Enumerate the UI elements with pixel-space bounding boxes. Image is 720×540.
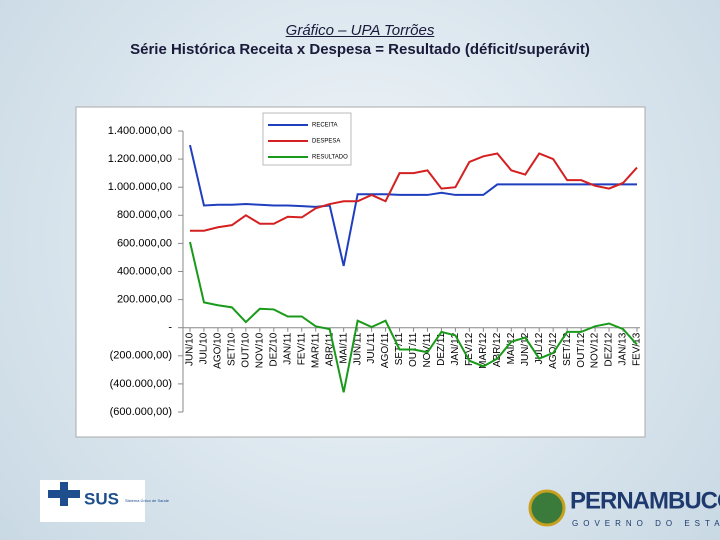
chart-area: [75, 106, 646, 438]
series-line: [189, 144, 637, 267]
x-tick-label: JUN/10: [185, 332, 196, 366]
sus-logo-box: [40, 480, 145, 522]
x-tick-label: JAN/12: [450, 332, 461, 365]
x-tick-label: FEV/11: [296, 332, 307, 365]
x-tick-label: ABR/12: [492, 332, 503, 367]
x-tick-label: AGO/11: [380, 332, 391, 368]
x-tick-label: MAR/11: [310, 332, 321, 368]
x-tick-label: NOV/10: [254, 332, 265, 368]
chart-subtitle: Série Histórica Receita x Despesa = Resu…: [130, 41, 590, 58]
x-tick-label: AGO/10: [213, 332, 224, 369]
series-line: [190, 152, 638, 232]
y-tick-label: (400.000,00): [110, 378, 172, 390]
y-tick-label: 1.400.000,00: [108, 125, 172, 137]
x-tick-label: DEZ/10: [268, 332, 279, 366]
x-tick-label: FEV/12: [464, 332, 475, 366]
x-tick-label: DEZ/12: [604, 332, 615, 366]
legend-label: DESPESA: [312, 139, 340, 145]
x-tick-label: JAN/11: [282, 332, 293, 364]
sus-caption: Sistema Único de Saúde: [125, 498, 170, 503]
y-tick-label: 1.000.000,00: [108, 181, 172, 193]
state-emblem: [528, 489, 566, 527]
x-tick-label: JUL/10: [199, 332, 210, 364]
y-tick-label: 200.000,00: [117, 294, 172, 306]
pernambuco-caption: GOVERNO DO ESTADO: [572, 519, 720, 528]
x-tick-label: JUL/12: [534, 332, 545, 364]
sus-logo-text: SUS: [84, 489, 119, 508]
x-tick-label: DEZ/11: [436, 332, 447, 366]
legend-label: RECEITA: [312, 123, 338, 129]
x-tick-label: JAN/13: [618, 332, 629, 365]
y-tick-label: (200.000,00): [110, 350, 172, 362]
y-tick-label: -: [168, 322, 172, 334]
x-tick-label: NOV/11: [422, 332, 433, 367]
x-tick-label: NOV/12: [590, 332, 601, 368]
y-tick-label: 800.000,00: [117, 209, 172, 221]
x-tick-label: ABR/11: [324, 332, 335, 366]
sus-cross: [48, 482, 80, 506]
x-tick-label: JUL/11: [366, 332, 377, 363]
pernambuco-logo: PERNAMBUCO: [570, 487, 720, 514]
x-tick-label: OUT/10: [241, 332, 252, 367]
x-tick-label: AGO/12: [548, 332, 559, 369]
x-tick-label: JUN/11: [352, 332, 363, 365]
x-tick-label: MAI/12: [506, 332, 517, 364]
x-tick-label: MAR/12: [478, 332, 489, 369]
y-tick-label: 600.000,00: [117, 237, 172, 249]
x-tick-label: FEV/13: [632, 332, 643, 366]
legend-label: RESULTADO: [312, 155, 348, 161]
y-tick-label: (600.000,00): [110, 406, 172, 418]
y-tick-label: 1.200.000,00: [108, 153, 172, 165]
chart-title: Gráfico – UPA Torrões: [285, 22, 435, 39]
x-tick-label: JUN/12: [520, 332, 531, 366]
x-tick-label: SET/12: [562, 332, 573, 366]
x-tick-label: MAI/11: [338, 332, 349, 363]
x-tick-label: SET/10: [227, 332, 238, 366]
x-tick-label: OUT/12: [576, 332, 587, 367]
y-tick-label: 400.000,00: [117, 265, 172, 277]
series-line: [189, 241, 638, 393]
